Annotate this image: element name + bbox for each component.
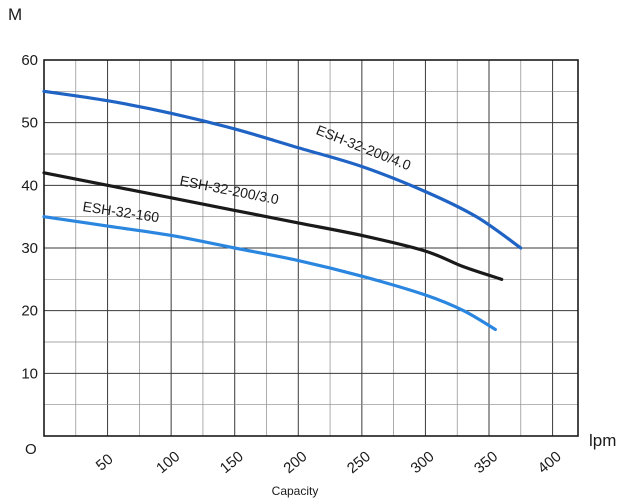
- series-line-2: [42, 215, 497, 332]
- x-tick-label: 200: [280, 448, 310, 477]
- series-line-0: [42, 89, 523, 250]
- x-tick-label: 400: [535, 448, 565, 477]
- x-unit-label: lpm: [589, 431, 616, 450]
- series-line-1: [42, 171, 504, 281]
- x-tick-label: 250: [344, 448, 374, 477]
- axes: [43, 59, 579, 437]
- grid: [44, 60, 578, 436]
- series-label-2: ESH-32-160: [82, 198, 161, 225]
- y-unit-label: M: [8, 5, 22, 24]
- tick-labels: 10 20 30 40 50 60 50 100 150 200 250 300 350 400: [21, 52, 564, 477]
- x-tick-label: 150: [217, 448, 247, 477]
- plot-frame: [43, 59, 579, 437]
- y-tick-label: 10: [21, 365, 38, 382]
- series-lines: [42, 89, 523, 332]
- y-tick-label: 50: [21, 115, 38, 132]
- y-tick-label: 40: [21, 177, 38, 194]
- y-tick-label: 30: [21, 240, 38, 257]
- x-tick-label: 100: [153, 448, 183, 477]
- y-tick-label: 60: [21, 52, 38, 69]
- y-tick-label: 20: [21, 303, 38, 320]
- x-tick-label: 50: [93, 451, 117, 475]
- x-tick-label: 350: [471, 448, 501, 477]
- origin-label: O: [25, 441, 37, 458]
- x-axis-title: Capacity: [272, 484, 319, 498]
- x-tick-label: 300: [407, 448, 437, 477]
